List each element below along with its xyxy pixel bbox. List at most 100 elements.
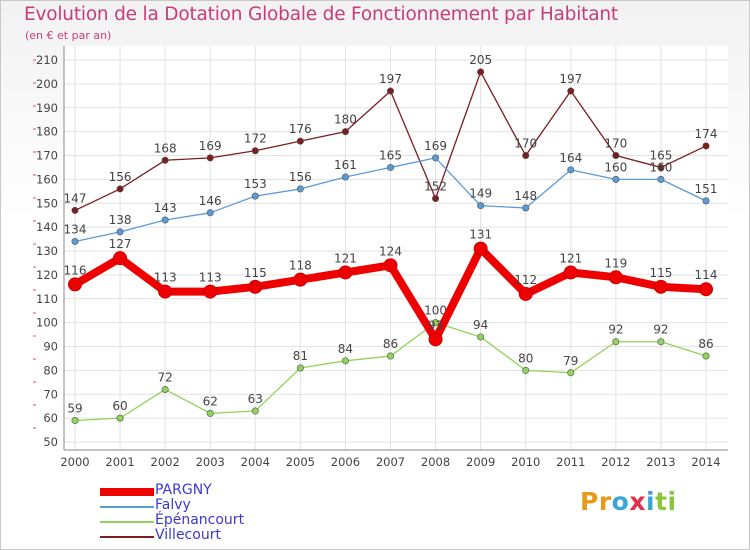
y-tick-label-170: 170 <box>36 149 58 163</box>
data-label-epenancourt-2011: 79 <box>563 354 578 368</box>
y-tick-label-120: 120 <box>36 268 58 282</box>
data-label-pargny-2008: 93 <box>428 318 443 332</box>
data-label-villecourt-2002: 168 <box>154 141 177 155</box>
point-villecourt-2003 <box>206 154 214 162</box>
data-label-epenancourt-2010: 80 <box>518 351 533 365</box>
point-epenancourt-2008 <box>432 319 440 327</box>
data-label-falvy-2004: 153 <box>244 177 267 191</box>
data-label-epenancourt-2006: 84 <box>338 342 353 356</box>
data-label-falvy-2000: 134 <box>64 222 87 236</box>
data-label-pargny-2004: 115 <box>244 266 267 280</box>
data-label-falvy-2001: 138 <box>109 213 132 227</box>
point-villecourt-2001 <box>116 185 124 193</box>
y-tick-label-90: 90 <box>43 340 58 354</box>
y-tick-label-50: 50 <box>43 435 58 449</box>
proxiti-logo: Proxiti <box>580 487 677 516</box>
point-villecourt-2004 <box>251 147 259 155</box>
data-label-epenancourt-2007: 86 <box>383 337 398 351</box>
data-label-villecourt-2008: 152 <box>424 179 447 193</box>
data-label-falvy-2008: 169 <box>424 139 447 153</box>
data-label-villecourt-2014: 174 <box>695 127 718 141</box>
point-villecourt-2007 <box>386 87 394 95</box>
point-epenancourt-2001 <box>116 414 124 422</box>
data-label-pargny-2005: 118 <box>289 259 312 273</box>
logo-letter: x <box>629 487 646 516</box>
legend-label-falvy: Falvy <box>155 497 191 513</box>
point-falvy-2009 <box>477 202 485 210</box>
point-epenancourt-2007 <box>386 352 394 360</box>
data-label-epenancourt-2008: 100 <box>424 304 447 318</box>
y-tick-label-70: 70 <box>43 387 58 401</box>
point-villecourt-2008 <box>432 194 440 202</box>
data-label-epenancourt-2014: 86 <box>698 337 713 351</box>
point-epenancourt-2004 <box>251 407 259 415</box>
data-label-falvy-2012: 160 <box>604 160 627 174</box>
data-label-villecourt-2004: 172 <box>244 132 267 146</box>
logo-letter: r <box>598 487 612 516</box>
data-label-falvy-2014: 151 <box>695 182 718 196</box>
data-label-villecourt-2000: 147 <box>64 191 87 205</box>
point-pargny-2007 <box>383 258 398 273</box>
point-pargny-2009 <box>473 241 488 256</box>
point-villecourt-2014 <box>702 142 710 150</box>
point-epenancourt-2014 <box>702 352 710 360</box>
point-pargny-2010 <box>518 286 533 301</box>
point-epenancourt-2003 <box>206 409 214 417</box>
y-tick-label-200: 200 <box>36 77 58 91</box>
point-epenancourt-2000 <box>71 417 79 425</box>
data-label-falvy-2007: 165 <box>379 148 402 162</box>
data-label-epenancourt-2013: 92 <box>653 323 668 337</box>
y-tick-label-160: 160 <box>36 172 58 186</box>
point-villecourt-2012 <box>612 152 620 160</box>
y-tick-label-110: 110 <box>36 292 58 306</box>
data-label-pargny-2007: 124 <box>379 244 402 258</box>
point-villecourt-2005 <box>296 137 304 145</box>
point-falvy-2002 <box>161 216 169 224</box>
x-tick-label-2009: 2009 <box>466 455 495 469</box>
data-label-falvy-2002: 143 <box>154 201 177 215</box>
point-falvy-2012 <box>612 175 620 183</box>
point-pargny-2004 <box>248 279 263 294</box>
legend-swatch-epenancourt <box>100 521 154 523</box>
point-villecourt-2006 <box>341 128 349 136</box>
point-villecourt-2000 <box>71 206 79 214</box>
data-label-pargny-2002: 113 <box>154 271 177 285</box>
point-pargny-2014 <box>699 282 713 297</box>
y-tick-label-150: 150 <box>36 196 58 210</box>
data-label-falvy-2010: 148 <box>514 189 537 203</box>
point-falvy-2008 <box>432 154 440 162</box>
y-tick-label-60: 60 <box>43 411 58 425</box>
plot-area <box>64 46 728 450</box>
point-falvy-2014 <box>702 197 710 205</box>
data-label-villecourt-2010: 170 <box>514 137 537 151</box>
logo-letter: o <box>611 487 630 516</box>
point-pargny-2006 <box>338 265 353 280</box>
data-label-pargny-2000: 116 <box>64 263 87 277</box>
point-villecourt-2010 <box>522 152 530 160</box>
x-tick-label-2013: 2013 <box>646 455 675 469</box>
data-label-pargny-2006: 121 <box>334 251 357 265</box>
data-label-pargny-2012: 119 <box>604 256 627 270</box>
x-tick-label-2000: 2000 <box>60 455 89 469</box>
y-tick-label-130: 130 <box>36 244 58 258</box>
data-label-pargny-2011: 121 <box>559 251 582 265</box>
x-tick-label-2003: 2003 <box>196 455 225 469</box>
point-pargny-2002 <box>158 284 173 299</box>
point-pargny-2011 <box>563 265 578 280</box>
point-epenancourt-2010 <box>522 366 530 374</box>
x-tick-label-2002: 2002 <box>151 455 180 469</box>
data-label-pargny-2001: 127 <box>109 237 132 251</box>
point-epenancourt-2012 <box>612 338 620 346</box>
point-pargny-2008 <box>428 332 443 347</box>
x-tick-label-2007: 2007 <box>376 455 405 469</box>
data-label-falvy-2013: 160 <box>649 160 672 174</box>
data-label-villecourt-2007: 197 <box>379 72 402 86</box>
point-falvy-2000 <box>71 237 79 245</box>
y-tick-label-190: 190 <box>36 101 58 115</box>
point-epenancourt-2011 <box>567 369 575 377</box>
legend-swatch-villecourt <box>100 536 154 538</box>
data-label-villecourt-2012: 170 <box>604 137 627 151</box>
logo-letter: i <box>667 487 677 516</box>
point-falvy-2013 <box>657 175 665 183</box>
point-villecourt-2013 <box>657 163 665 171</box>
